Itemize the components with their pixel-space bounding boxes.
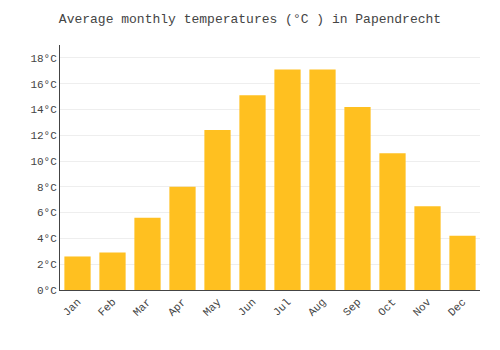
- svg-text:Feb: Feb: [96, 296, 118, 318]
- svg-text:4°C: 4°C: [37, 233, 57, 245]
- svg-text:12°C: 12°C: [30, 130, 57, 142]
- svg-text:Jun: Jun: [236, 296, 258, 318]
- svg-text:10°C: 10°C: [30, 156, 57, 168]
- svg-text:14°C: 14°C: [30, 104, 57, 116]
- svg-text:Oct: Oct: [376, 296, 398, 318]
- svg-text:Sep: Sep: [341, 296, 363, 318]
- svg-text:0°C: 0°C: [37, 285, 57, 297]
- svg-text:Jul: Jul: [271, 296, 293, 318]
- svg-text:Jan: Jan: [61, 296, 83, 318]
- svg-text:8°C: 8°C: [37, 182, 57, 194]
- svg-text:Nov: Nov: [411, 296, 434, 319]
- svg-text:Average monthly temperatures (: Average monthly temperatures (°C ) in Pa…: [59, 12, 441, 27]
- svg-text:18°C: 18°C: [30, 53, 57, 65]
- svg-text:Dec: Dec: [446, 296, 468, 318]
- svg-text:May: May: [201, 296, 224, 319]
- svg-text:Apr: Apr: [166, 296, 188, 318]
- svg-text:Mar: Mar: [131, 296, 153, 318]
- svg-text:2°C: 2°C: [37, 259, 57, 271]
- svg-text:16°C: 16°C: [30, 79, 57, 91]
- svg-text:Aug: Aug: [306, 296, 328, 318]
- svg-text:6°C: 6°C: [37, 207, 57, 219]
